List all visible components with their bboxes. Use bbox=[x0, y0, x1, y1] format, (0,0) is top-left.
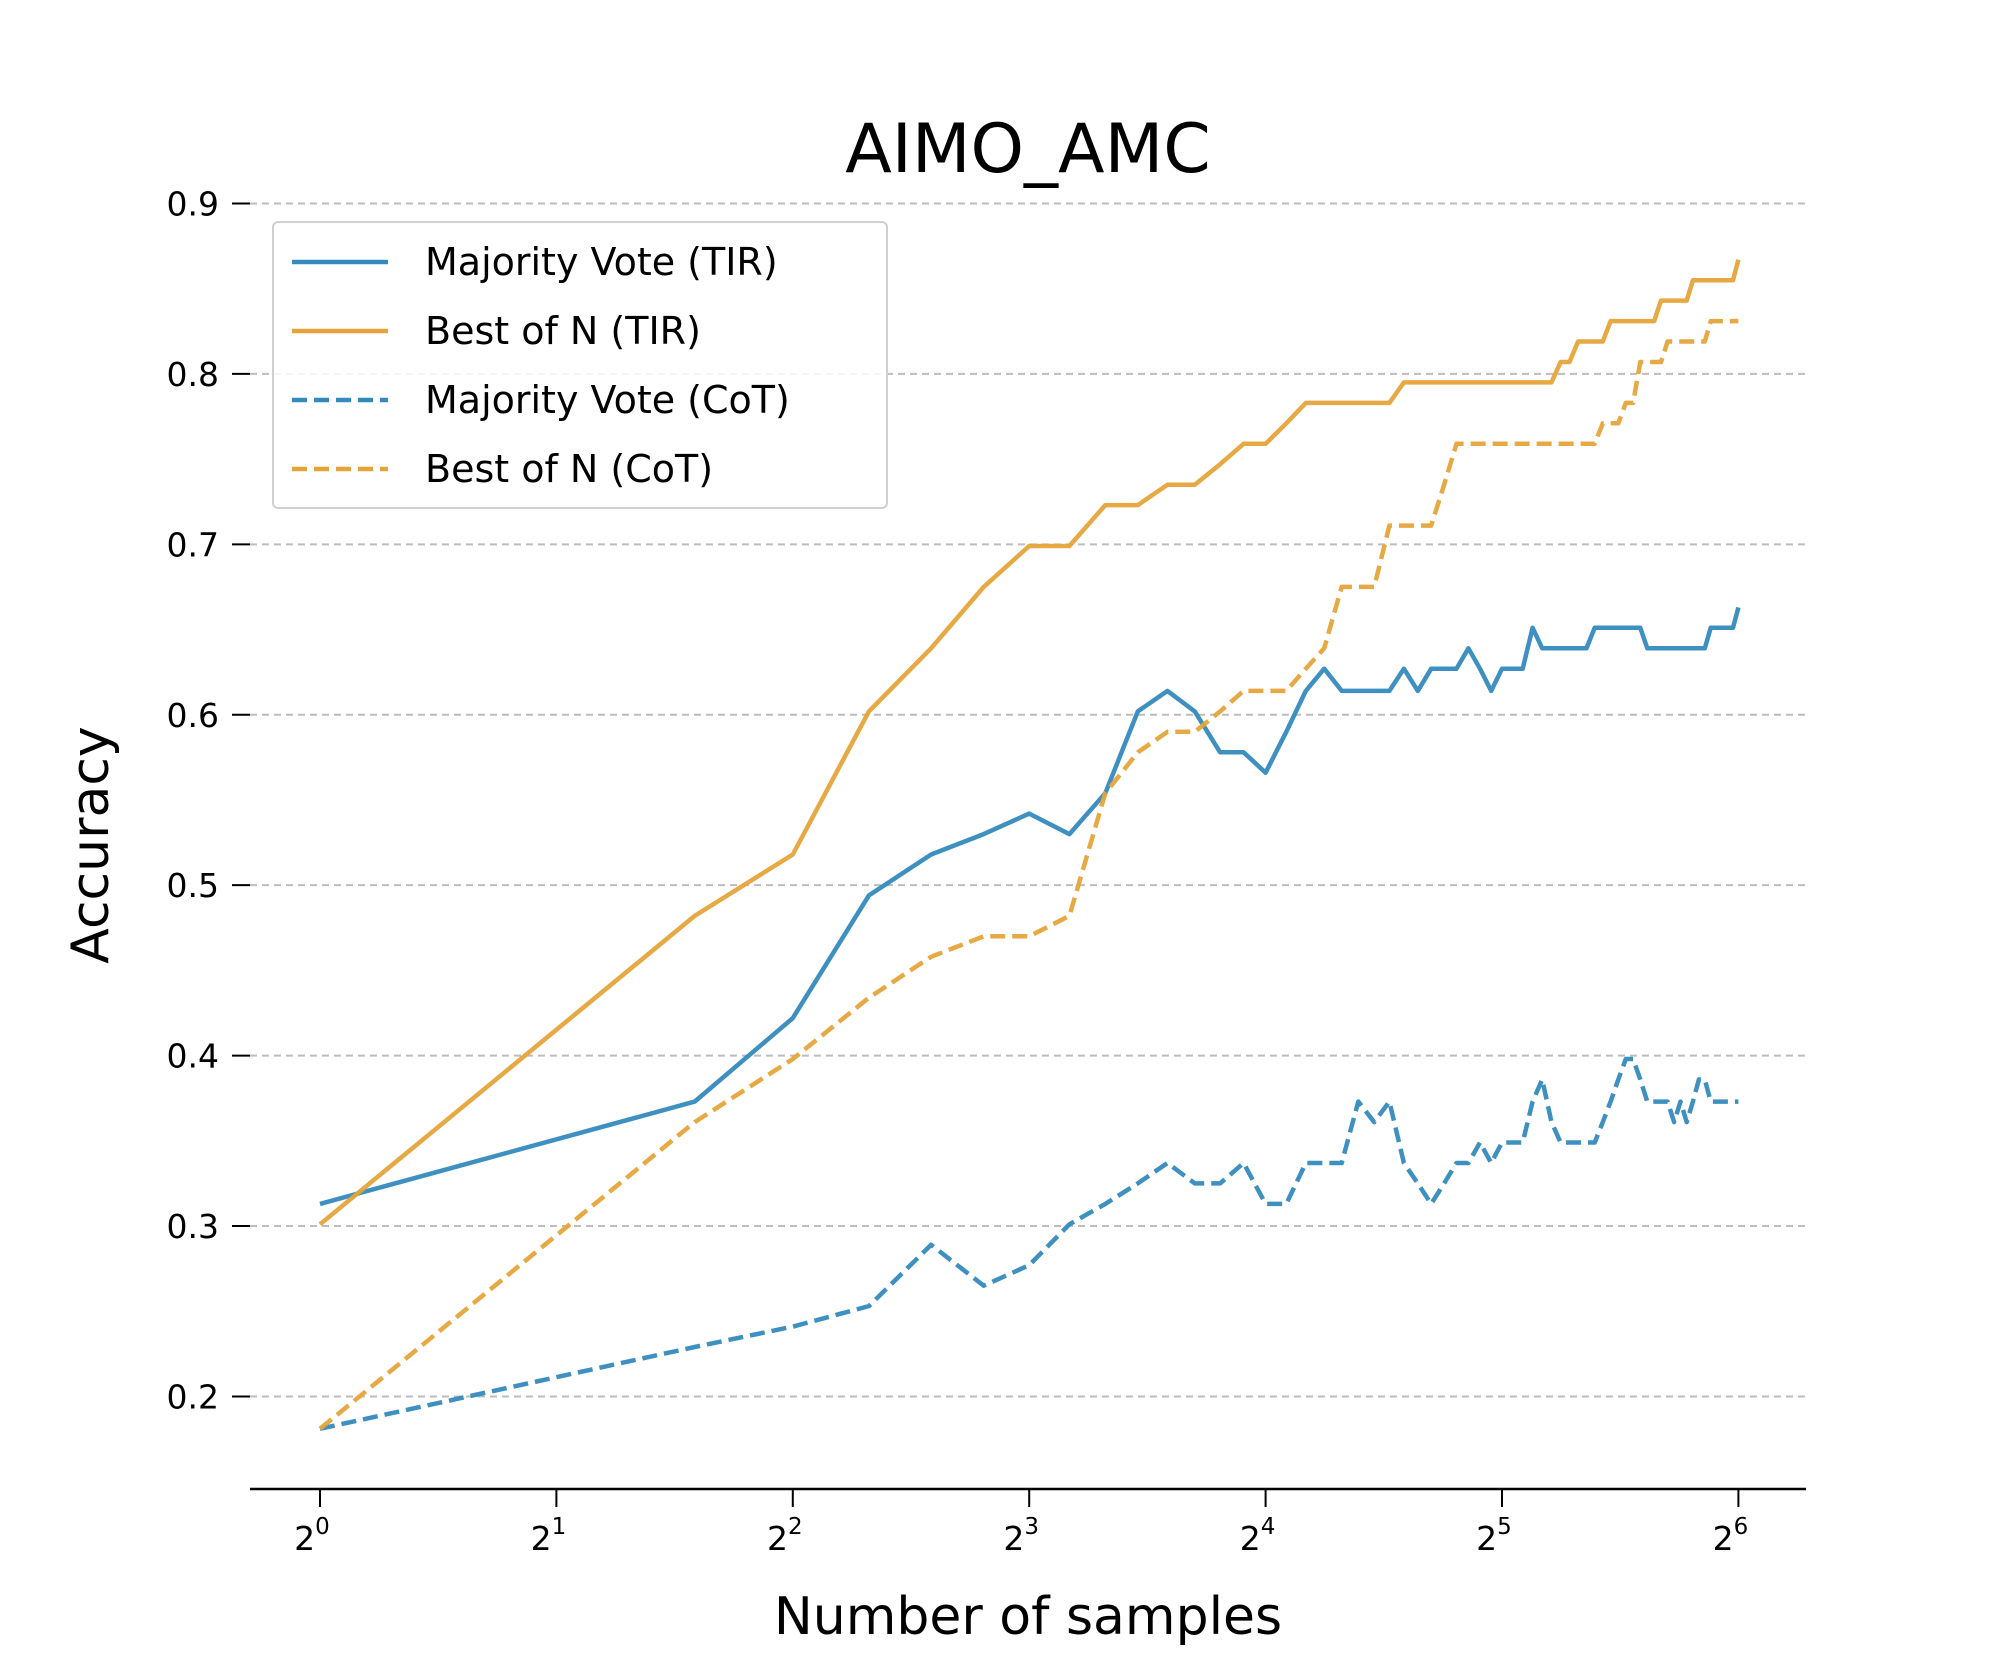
y-axis-label: Accuracy bbox=[61, 726, 121, 963]
y-tick-label: 0.3 bbox=[167, 1207, 219, 1246]
chart-title: AIMO_AMC bbox=[845, 110, 1210, 189]
x-axis-label: Number of samples bbox=[774, 1587, 1282, 1647]
y-tick-label: 0.5 bbox=[167, 866, 219, 905]
x-tick-label: 22 bbox=[767, 1514, 803, 1558]
series-lines bbox=[318, 259, 1741, 1431]
y-tick-label: 0.6 bbox=[167, 696, 219, 735]
legend-label: Best of N (TIR) bbox=[425, 309, 701, 353]
series-line-best-of-n-tir bbox=[318, 259, 1741, 1227]
x-tick-label: 26 bbox=[1713, 1514, 1749, 1558]
legend-label: Majority Vote (TIR) bbox=[425, 240, 778, 284]
legend-label: Best of N (CoT) bbox=[425, 447, 713, 491]
y-tick-label: 0.8 bbox=[167, 355, 219, 394]
legend-label: Majority Vote (CoT) bbox=[425, 378, 790, 422]
y-tick-label: 0.4 bbox=[167, 1037, 219, 1076]
x-tick-label: 23 bbox=[1003, 1514, 1039, 1558]
y-axis-ticks: 0.2 0.3 0.4 0.5 0.6 0.7 0.8 0.9 bbox=[167, 185, 250, 1416]
series-line-majority-vote-cot bbox=[319, 1056, 1739, 1431]
legend-box bbox=[272, 221, 888, 509]
x-tick-label: 24 bbox=[1240, 1514, 1276, 1558]
x-tick-label: 25 bbox=[1476, 1514, 1512, 1558]
series-line-best-of-n-cot bbox=[318, 318, 1739, 1431]
gridlines bbox=[250, 202, 1806, 1398]
x-axis-ticks: 20 21 22 23 24 25 26 bbox=[294, 1489, 1748, 1558]
y-tick-label: 0.9 bbox=[167, 185, 219, 224]
x-tick-label: 20 bbox=[294, 1514, 330, 1558]
x-tick-label: 21 bbox=[531, 1514, 567, 1558]
series-line-majority-vote-tir bbox=[319, 606, 1741, 1207]
legend: Majority Vote (TIR) Best of N (TIR) Majori… bbox=[272, 221, 888, 509]
y-tick-label: 0.2 bbox=[167, 1377, 219, 1416]
y-tick-label: 0.7 bbox=[167, 525, 219, 564]
